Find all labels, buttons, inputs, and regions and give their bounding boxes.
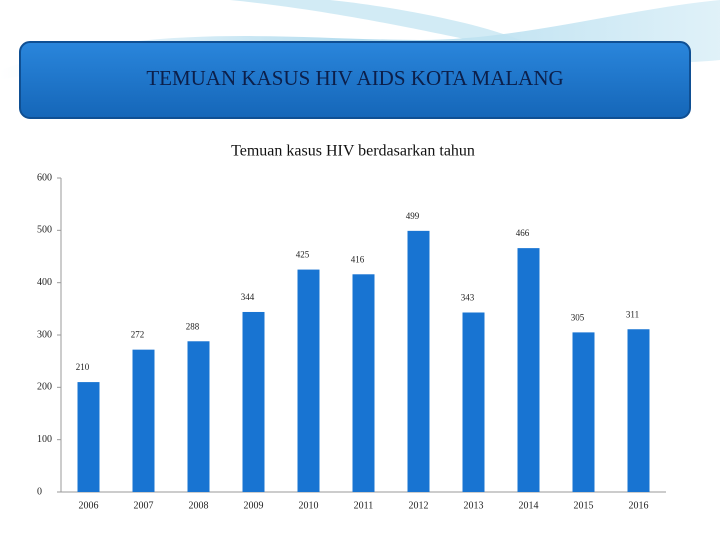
y-tick-label: 0 xyxy=(37,486,42,497)
value-label: 466 xyxy=(516,228,530,238)
y-tick-label: 200 xyxy=(37,382,52,393)
decor-wave xyxy=(0,0,720,80)
decor-wave xyxy=(230,0,520,40)
value-label: 305 xyxy=(571,312,585,322)
value-label: 311 xyxy=(626,309,639,319)
x-tick-label: 2014 xyxy=(519,500,539,511)
bar xyxy=(187,341,210,492)
value-label: 343 xyxy=(461,293,475,303)
value-label: 272 xyxy=(131,330,145,340)
y-tick-label: 500 xyxy=(37,225,52,236)
value-label: 210 xyxy=(76,362,90,372)
y-tick-label: 300 xyxy=(37,329,52,340)
x-tick-label: 2015 xyxy=(574,500,594,511)
y-tick-label: 400 xyxy=(37,277,52,288)
x-tick-label: 2012 xyxy=(409,500,429,511)
slide-title: TEMUAN KASUS HIV AIDS KOTA MALANG xyxy=(146,66,563,90)
bar xyxy=(77,382,100,492)
x-tick-label: 2007 xyxy=(134,500,154,511)
bar xyxy=(297,269,320,492)
value-label: 344 xyxy=(241,292,255,302)
x-tick-label: 2008 xyxy=(189,500,209,511)
bar xyxy=(462,312,485,492)
x-tick-label: 2010 xyxy=(299,500,319,511)
x-tick-label: 2006 xyxy=(79,500,99,511)
chart-title: Temuan kasus HIV berdasarkan tahun xyxy=(231,143,475,160)
x-tick-label: 2016 xyxy=(629,500,649,511)
value-label: 416 xyxy=(351,254,365,264)
value-label: 425 xyxy=(296,250,310,260)
x-tick-label: 2013 xyxy=(464,500,484,511)
x-tick-label: 2011 xyxy=(354,500,374,511)
value-label: 288 xyxy=(186,321,200,331)
bar xyxy=(572,332,595,492)
title-banner xyxy=(19,41,691,119)
y-tick-label: 600 xyxy=(37,172,52,183)
x-tick-label: 2009 xyxy=(244,500,264,511)
bar xyxy=(627,329,650,492)
bar xyxy=(132,349,155,492)
bar xyxy=(242,311,265,492)
bar xyxy=(517,248,540,492)
y-tick-label: 100 xyxy=(37,434,52,445)
bar xyxy=(407,230,430,492)
bar xyxy=(352,274,375,492)
value-label: 499 xyxy=(406,211,420,221)
